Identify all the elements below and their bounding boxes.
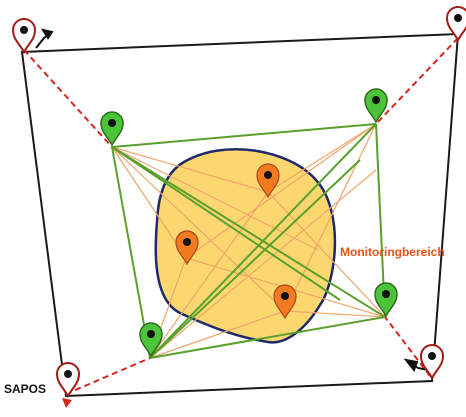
orange-line [284, 310, 386, 318]
green-markers [100, 88, 398, 357]
orange-line [111, 146, 286, 312]
orange-line [267, 123, 377, 193]
arrowhead-icon [40, 28, 54, 40]
orange-line [284, 123, 377, 312]
map-pin-white-icon [12, 18, 36, 53]
orange-markers [175, 163, 297, 319]
green-line [111, 146, 341, 301]
monitoring-area-outline [154, 148, 337, 344]
map-pin-white-icon [56, 362, 80, 397]
map-pin-orange-icon [273, 284, 297, 319]
arrowhead-icon [403, 358, 419, 372]
orange-line [149, 191, 269, 359]
ray-bottom-left [65, 357, 151, 395]
green-line [111, 146, 151, 359]
rotation-arrows [35, 28, 429, 408]
green-line [149, 159, 361, 359]
green-line [111, 123, 377, 148]
ray-bottom-right [384, 316, 431, 377]
green-line [149, 316, 386, 359]
sapos-markers [12, 6, 466, 397]
orange-line [185, 123, 377, 259]
green-line [149, 123, 377, 359]
monitoring-area-label: Monitoringbereich [340, 245, 445, 259]
orange-line [267, 191, 386, 318]
map-pin-green-icon [139, 322, 163, 357]
map-pin-orange-icon [175, 230, 199, 265]
map-pin-green-icon [364, 88, 388, 123]
orange-line [111, 146, 269, 193]
map-pin-white-icon [420, 344, 444, 379]
orange-network [111, 123, 386, 359]
ray-top-left [23, 49, 113, 148]
orange-line [111, 146, 187, 259]
green-network [111, 123, 386, 359]
sapos-rays [23, 37, 459, 395]
arrowhead-icon [62, 398, 72, 408]
orange-line [149, 310, 286, 359]
sapos-label: SAPOS [4, 382, 46, 396]
ray-top-right [375, 37, 459, 125]
orange-line [149, 169, 377, 359]
map-pin-white-icon [446, 6, 466, 41]
outer-frame [20, 32, 460, 398]
green-line [111, 146, 386, 318]
map-pin-green-icon [100, 111, 124, 146]
map-pin-green-icon [374, 282, 398, 317]
map-pin-orange-icon [256, 163, 280, 198]
